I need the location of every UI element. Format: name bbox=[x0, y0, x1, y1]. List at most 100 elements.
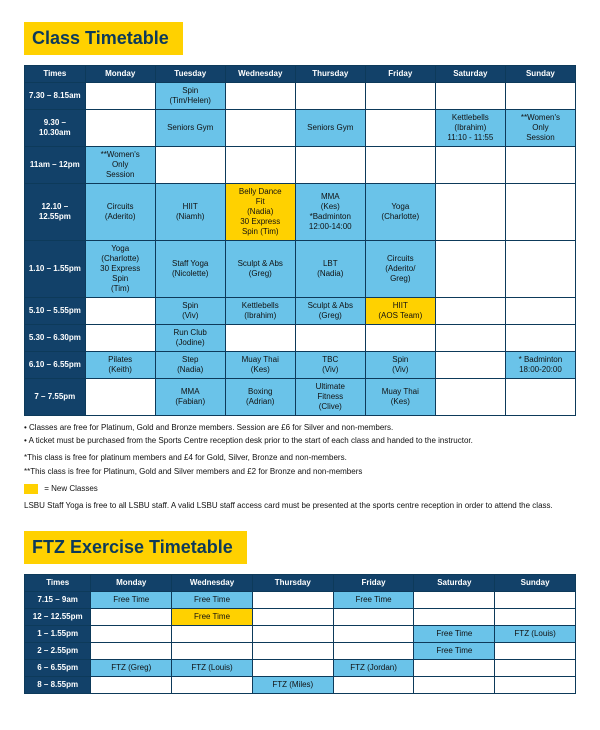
timetable-cell: Boxing(Adrian) bbox=[225, 379, 295, 416]
timetable-cell bbox=[505, 147, 575, 184]
note-line: A ticket must be purchased from the Spor… bbox=[24, 435, 576, 446]
column-header: Sunday bbox=[505, 66, 575, 83]
timetable-cell bbox=[91, 609, 172, 626]
timetable-cell: Circuits(Aderito) bbox=[85, 184, 155, 241]
timetable-cell bbox=[333, 643, 414, 660]
timetable-cell: Free Time bbox=[414, 626, 495, 643]
timetable-cell: FTZ (Miles) bbox=[252, 677, 333, 694]
time-slot: 7.15 – 9am bbox=[25, 592, 91, 609]
timetable-cell bbox=[414, 677, 495, 694]
ftz-timetable-title: FTZ Exercise Timetable bbox=[24, 531, 247, 564]
column-header: Sunday bbox=[495, 575, 576, 592]
timetable-cell bbox=[435, 325, 505, 352]
note-line: **This class is free for Platinum, Gold … bbox=[24, 466, 576, 477]
timetable-cell bbox=[333, 626, 414, 643]
column-header: Friday bbox=[333, 575, 414, 592]
column-header: Monday bbox=[85, 66, 155, 83]
timetable-cell: Free Time bbox=[414, 643, 495, 660]
column-header: Tuesday bbox=[155, 66, 225, 83]
timetable-cell: Yoga(Charlotte)30 ExpressSpin(Tim) bbox=[85, 241, 155, 298]
timetable-cell bbox=[333, 677, 414, 694]
new-classes-swatch bbox=[24, 484, 38, 494]
timetable-cell bbox=[252, 626, 333, 643]
timetable-cell: Free Time bbox=[91, 592, 172, 609]
column-header: Wednesday bbox=[225, 66, 295, 83]
timetable-cell bbox=[295, 83, 365, 110]
timetable-cell bbox=[505, 325, 575, 352]
timetable-cell: **Women'sOnlySession bbox=[505, 110, 575, 147]
timetable-cell: MMA(Fabian) bbox=[155, 379, 225, 416]
time-slot: 7 – 7.55pm bbox=[25, 379, 86, 416]
timetable-cell: Free Time bbox=[333, 592, 414, 609]
timetable-cell bbox=[365, 147, 435, 184]
time-slot: 9.30 –10.30am bbox=[25, 110, 86, 147]
legend-line: = New Classes bbox=[24, 483, 576, 494]
timetable-cell bbox=[172, 643, 253, 660]
timetable-cell bbox=[365, 83, 435, 110]
column-header: Thursday bbox=[295, 66, 365, 83]
legend-text: = New Classes bbox=[44, 484, 98, 493]
timetable-cell: Spin(Viv) bbox=[155, 298, 225, 325]
timetable-cell: * Badminton18:00-20:00 bbox=[505, 352, 575, 379]
time-slot: 2 – 2.55pm bbox=[25, 643, 91, 660]
timetable-cell bbox=[414, 609, 495, 626]
timetable-cell bbox=[225, 83, 295, 110]
timetable-cell: LBT(Nadia) bbox=[295, 241, 365, 298]
timetable-cell bbox=[85, 110, 155, 147]
timetable-cell bbox=[295, 325, 365, 352]
timetable-cell: FTZ (Jordan) bbox=[333, 660, 414, 677]
timetable-cell bbox=[252, 660, 333, 677]
time-slot: 5.30 – 6.30pm bbox=[25, 325, 86, 352]
timetable-cell bbox=[435, 298, 505, 325]
column-header: Friday bbox=[365, 66, 435, 83]
column-header: Monday bbox=[91, 575, 172, 592]
timetable-cell: Muay Thai(Kes) bbox=[225, 352, 295, 379]
timetable-cell bbox=[85, 379, 155, 416]
time-slot: 11am – 12pm bbox=[25, 147, 86, 184]
timetable-cell bbox=[505, 379, 575, 416]
timetable-cell bbox=[435, 147, 505, 184]
timetable-cell bbox=[225, 147, 295, 184]
timetable-cell: TBC(Viv) bbox=[295, 352, 365, 379]
timetable-cell: Kettlebells(Ibrahim)11:10 - 11:55 bbox=[435, 110, 505, 147]
timetable-cell bbox=[414, 660, 495, 677]
timetable-cell bbox=[91, 677, 172, 694]
timetable-cell: Belly DanceFit(Nadia)30 ExpressSpin (Tim… bbox=[225, 184, 295, 241]
timetable-cell: Staff Yoga(Nicolette) bbox=[155, 241, 225, 298]
timetable-cell: **Women'sOnlySession bbox=[85, 147, 155, 184]
time-slot: 7.30 – 8.15am bbox=[25, 83, 86, 110]
column-header: Thursday bbox=[252, 575, 333, 592]
time-slot: 12.10 –12.55pm bbox=[25, 184, 86, 241]
column-header: Times bbox=[25, 66, 86, 83]
timetable-cell bbox=[91, 626, 172, 643]
timetable-cell: Spin(Tim/Helen) bbox=[155, 83, 225, 110]
timetable-cell bbox=[365, 110, 435, 147]
column-header: Times bbox=[25, 575, 91, 592]
note-line: LSBU Staff Yoga is free to all LSBU staf… bbox=[24, 500, 576, 511]
time-slot: 12 – 12.55pm bbox=[25, 609, 91, 626]
timetable-cell: UltimateFitness(Clive) bbox=[295, 379, 365, 416]
timetable-cell bbox=[172, 677, 253, 694]
timetable-cell bbox=[495, 609, 576, 626]
timetable-cell bbox=[505, 241, 575, 298]
timetable-cell bbox=[155, 147, 225, 184]
timetable-cell bbox=[435, 184, 505, 241]
timetable-cell: FTZ (Louis) bbox=[495, 626, 576, 643]
timetable-cell: Run Club(Jodine) bbox=[155, 325, 225, 352]
time-slot: 5.10 – 5.55pm bbox=[25, 298, 86, 325]
time-slot: 1 – 1.55pm bbox=[25, 626, 91, 643]
timetable-cell bbox=[252, 592, 333, 609]
time-slot: 1.10 – 1.55pm bbox=[25, 241, 86, 298]
timetable-cell: Pilates(Keith) bbox=[85, 352, 155, 379]
timetable-cell bbox=[91, 643, 172, 660]
note-line: *This class is free for platinum members… bbox=[24, 452, 576, 463]
timetable-cell: Spin(Viv) bbox=[365, 352, 435, 379]
timetable-cell: Sculpt & Abs(Greg) bbox=[225, 241, 295, 298]
timetable-cell bbox=[435, 352, 505, 379]
timetable-cell: Circuits(Aderito/Greg) bbox=[365, 241, 435, 298]
timetable-cell bbox=[333, 609, 414, 626]
timetable-cell: Free Time bbox=[172, 592, 253, 609]
timetable-cell: Muay Thai(Kes) bbox=[365, 379, 435, 416]
timetable-cell bbox=[414, 592, 495, 609]
notes-block: Classes are free for Platinum, Gold and … bbox=[24, 422, 576, 511]
